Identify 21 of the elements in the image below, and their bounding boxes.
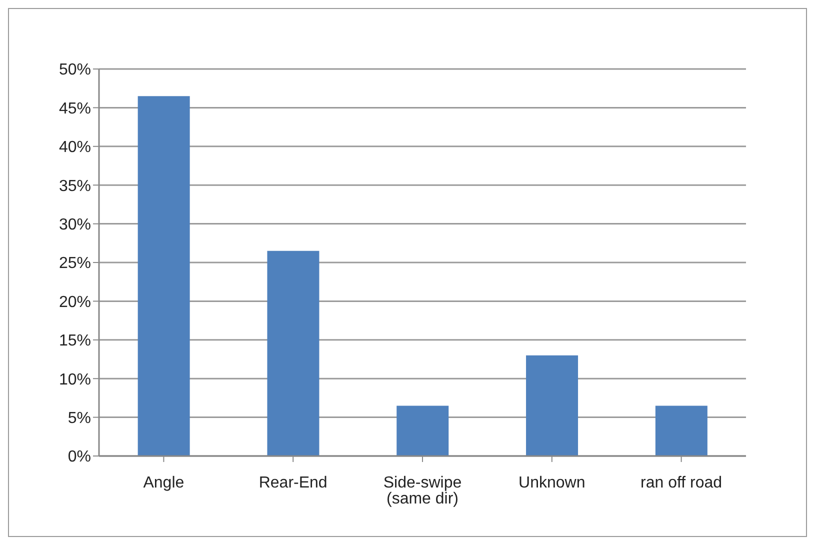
x-tick-label: Rear-End bbox=[258, 474, 328, 492]
x-tick-label: Unknown bbox=[518, 474, 586, 492]
bar bbox=[396, 406, 449, 456]
y-tick-label: 35% bbox=[58, 178, 91, 195]
bar bbox=[267, 250, 320, 456]
bar bbox=[526, 355, 578, 456]
y-tick-label: 50% bbox=[58, 62, 91, 79]
y-tick-label: 25% bbox=[58, 255, 91, 272]
y-tick-label: 0% bbox=[68, 448, 91, 466]
y-tick-label: 40% bbox=[58, 139, 91, 156]
x-tick-label: Side-swipe (same dir) bbox=[383, 474, 462, 508]
bar bbox=[655, 406, 708, 456]
x-tick-label: Angle bbox=[143, 474, 184, 492]
bar bbox=[138, 96, 190, 456]
x-tick-label: ran off road bbox=[640, 474, 722, 492]
y-tick-label: 5% bbox=[68, 410, 91, 427]
y-tick-label: 15% bbox=[58, 332, 91, 350]
y-tick-label: 45% bbox=[58, 100, 91, 118]
y-tick-label: 20% bbox=[58, 294, 91, 311]
y-tick-label: 30% bbox=[58, 216, 91, 234]
y-tick-label: 10% bbox=[58, 371, 91, 388]
